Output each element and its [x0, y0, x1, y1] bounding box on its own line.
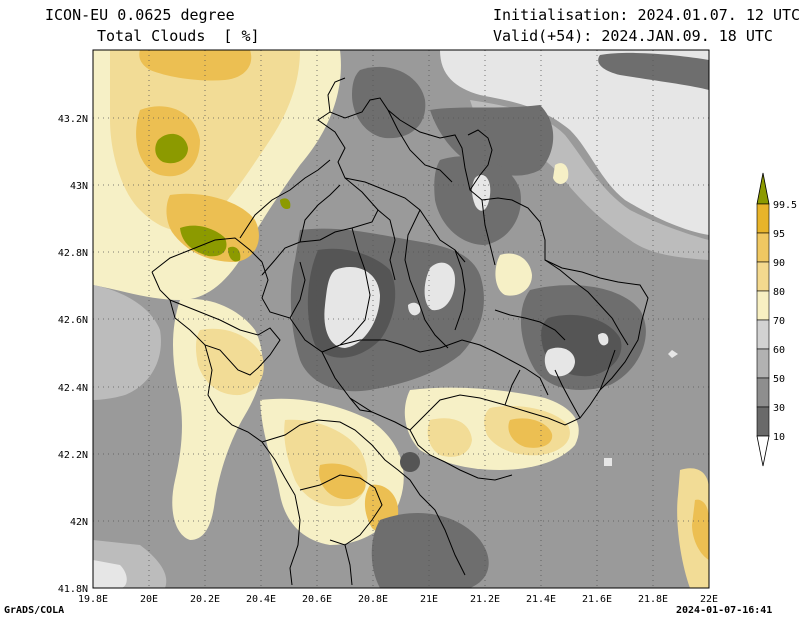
lon-label: 22E — [700, 594, 718, 605]
lat-label: 41.8N — [58, 584, 88, 595]
colorbar-top-triangle — [756, 172, 770, 205]
colorbar-label: 95 — [773, 229, 785, 240]
lat-label: 43.2N — [58, 114, 88, 125]
lat-label: 42N — [70, 517, 88, 528]
lon-label: 21E — [420, 594, 438, 605]
field-gray-west1 — [93, 285, 161, 400]
colorbar-box — [756, 232, 770, 263]
lon-label: 20.4E — [246, 594, 276, 605]
init-time: Initialisation: 2024.01.07. 12 UTC — [493, 6, 800, 24]
lon-labels: 19.8E 20E 20.2E 20.4E 20.6E 20.8E 21E 21… — [78, 594, 718, 605]
field-orange-south — [319, 463, 366, 500]
field-darkgray-north2 — [352, 66, 426, 139]
colorbar-label: 60 — [773, 345, 785, 356]
lat-label: 42.4N — [58, 383, 88, 394]
field-orange-se — [692, 499, 709, 560]
admin-borders — [151, 77, 649, 586]
lat-label: 42.8N — [58, 248, 88, 259]
colorbar-box — [756, 290, 770, 321]
field-olive-2 — [180, 225, 227, 257]
software-credit: GrADS/COLA — [4, 605, 65, 616]
field-lightgray-sw — [93, 560, 127, 588]
field-white-4 — [472, 174, 491, 211]
lon-label: 21.2E — [470, 594, 500, 605]
lat-labels: 43.2N 43N 42.8N 42.6N 42.4N 42.2N 42N 41… — [58, 114, 88, 595]
colorbar-label: 50 — [773, 374, 785, 385]
colorbar-label: 30 — [773, 403, 785, 414]
field-olive-1 — [155, 133, 188, 164]
render-timestamp: 2024-01-07-16:41 — [676, 605, 773, 616]
lon-label: 20E — [140, 594, 158, 605]
field-paleyellow-east2 — [427, 418, 472, 457]
cloud-field — [93, 50, 709, 588]
lon-label: 21.8E — [638, 594, 668, 605]
field-lightgray-ne — [440, 50, 709, 235]
field-paleyellow-sw — [195, 328, 264, 396]
lat-label: 43N — [70, 181, 88, 192]
field-olive-4 — [280, 198, 291, 210]
lon-label: 21.6E — [582, 594, 612, 605]
lon-label: 19.8E — [78, 594, 108, 605]
colorbar-label: 10 — [773, 432, 785, 443]
lon-label: 20.6E — [302, 594, 332, 605]
lon-label: 21.4E — [526, 594, 556, 605]
colorbar: 99.5 95 90 80 70 60 50 30 10 — [756, 172, 797, 467]
lon-label: 20.8E — [358, 594, 388, 605]
field-darkgray-south — [371, 512, 489, 588]
colorbar-box — [756, 261, 770, 292]
field-cream-center — [495, 253, 532, 296]
field-olive-3 — [228, 246, 241, 262]
field-white-3 — [544, 347, 575, 377]
field-cream-small — [553, 163, 569, 184]
colorbar-box — [756, 319, 770, 350]
valid-time: Valid(+54): 2024.JAN.09. 18 UTC — [493, 27, 773, 45]
model-title: ICON-EU 0.0625 degree — [45, 6, 235, 24]
lat-label: 42.2N — [58, 450, 88, 461]
field-darkgray-ne2 — [430, 105, 554, 176]
field-white-6 — [408, 302, 421, 316]
field-darkgray-ne — [598, 52, 709, 90]
colorbar-bottom-triangle — [756, 435, 770, 467]
field-title: Total Clouds [ %] — [97, 27, 260, 45]
field-orange-north — [139, 50, 252, 81]
colorbar-label: 99.5 — [773, 200, 797, 211]
colorbar-box — [756, 348, 770, 379]
colorbar-box — [756, 203, 770, 234]
colorbar-label: 80 — [773, 287, 785, 298]
map-frame — [92, 49, 710, 589]
field-white-7 — [668, 350, 678, 358]
field-white-5 — [598, 332, 609, 346]
colorbar-label: 70 — [773, 316, 785, 327]
field-white-8 — [604, 458, 612, 466]
colorbar-box — [756, 406, 770, 437]
colorbar-label: 90 — [773, 258, 785, 269]
lon-label: 20.2E — [190, 594, 220, 605]
field-white-2 — [424, 262, 455, 311]
field-white-1 — [324, 267, 380, 348]
field-dark-spot — [400, 452, 420, 472]
colorbar-box — [756, 377, 770, 408]
lat-label: 42.6N — [58, 315, 88, 326]
